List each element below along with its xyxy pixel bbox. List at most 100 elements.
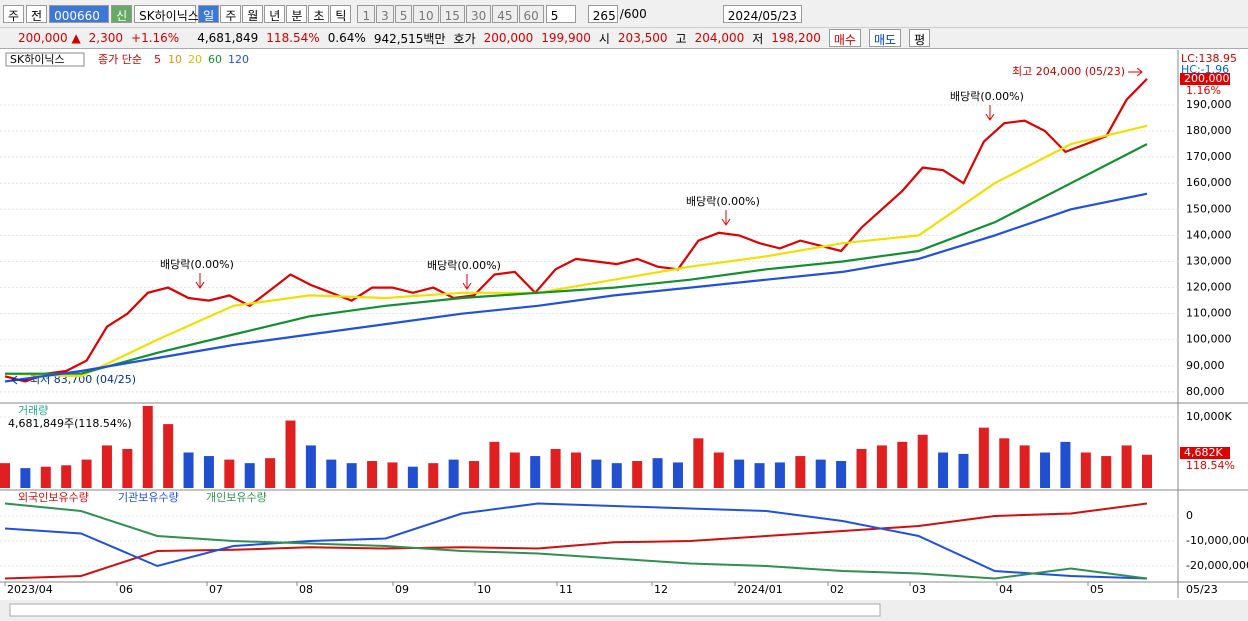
volume-bar <box>1142 454 1152 488</box>
volume-bar <box>958 453 969 488</box>
dividend-label: 배당락(0.00%) <box>427 259 501 272</box>
toolbar-button[interactable]: 주 <box>220 4 242 23</box>
low: 198,200 <box>771 31 821 45</box>
date-input[interactable]: 2024/05/23 <box>722 4 802 23</box>
y-tick-label: 90,000 <box>1186 359 1225 372</box>
legend-item: 외국인보유수량 <box>18 491 89 504</box>
prev-button[interactable]: 전 <box>26 4 48 23</box>
series-line <box>5 143 1148 375</box>
step[interactable]: 5 <box>545 4 576 23</box>
y-tick-label: 10,000K <box>1186 410 1232 423</box>
volume-bar <box>0 463 10 488</box>
volume-subtitle: 4,681,849주(118.54%) <box>8 417 132 430</box>
y-tick-label: 0 <box>1186 509 1193 522</box>
x-tick-label: 10 <box>477 583 491 596</box>
x-tick-label: 2023/04 <box>7 583 53 596</box>
legend-box <box>5 52 85 67</box>
ask: 200,000 <box>483 31 534 45</box>
x-tick-label: 08 <box>299 583 313 596</box>
toolbar-button[interactable]: 3 <box>376 4 394 23</box>
legend-item: 60 <box>208 53 222 66</box>
volume-bar <box>244 463 255 488</box>
toolbar-button[interactable]: 년 <box>264 4 286 23</box>
legend-item: 120 <box>228 53 249 66</box>
bid: 199,900 <box>541 31 591 45</box>
x-tick-label: 04 <box>999 583 1013 596</box>
volume-bar <box>142 406 153 488</box>
toolbar-button[interactable]: 15 <box>439 4 465 23</box>
x-tick-label: 06 <box>119 583 133 596</box>
scroll-thumb[interactable] <box>9 603 881 617</box>
code-input[interactable]: 000660 <box>49 4 110 23</box>
toolbar-button[interactable]: 초 <box>308 4 330 23</box>
x-tick-label: 03 <box>912 583 926 596</box>
high-label: 고 <box>675 31 687 46</box>
change: 2,300 <box>88 31 124 45</box>
legend-item: 5 <box>154 53 161 66</box>
y-tick-label: 100,000 <box>1186 333 1232 346</box>
sell-button[interactable]: 매도 <box>868 29 902 47</box>
toolbar-button[interactable]: 10 <box>413 4 439 23</box>
volume-bar <box>734 459 745 488</box>
x-tick-label: 2024/01 <box>737 583 783 596</box>
volume-bar <box>591 459 602 488</box>
series-line <box>4 124 1148 378</box>
y-tick-label: 120,000 <box>1186 281 1232 294</box>
toolbar-button[interactable]: 5 <box>394 4 413 23</box>
volume-bar <box>407 466 418 488</box>
background <box>0 50 1248 621</box>
x-tick-label: 12 <box>654 583 668 596</box>
dividend-arrow <box>195 273 205 289</box>
volume-bar <box>1019 445 1030 488</box>
volume-bar <box>387 462 398 488</box>
high-arrow <box>1128 67 1143 77</box>
volume-bar <box>917 434 928 488</box>
y-tick-label: 180,000 <box>1186 124 1232 137</box>
legend-item: 개인보유수량 <box>206 491 267 504</box>
toolbar-button[interactable]: 분 <box>286 4 308 23</box>
end-date: 05/23 <box>1186 583 1218 596</box>
low-arrow <box>11 375 28 385</box>
x-tick-label: 05 <box>1090 583 1104 596</box>
dividend-label: 배당락(0.00%) <box>950 90 1024 103</box>
dividend-label: 배당락(0.00%) <box>686 195 760 208</box>
signal[interactable]: 신 <box>111 4 133 23</box>
volume-bar <box>1101 456 1112 488</box>
volume-last: 4,682K <box>1184 446 1223 459</box>
volume-bar <box>305 445 316 488</box>
toolbar-button[interactable]: 30 <box>465 4 492 23</box>
volume-bar <box>571 452 581 488</box>
low-label: 저 <box>752 31 764 46</box>
avg-button[interactable]: 평 <box>909 29 931 47</box>
period-select[interactable]: 주 <box>3 4 25 23</box>
volume-bar <box>938 452 949 488</box>
count[interactable]: 265 <box>587 4 618 23</box>
series-line <box>4 192 1148 383</box>
toolbar-button[interactable]: 60 <box>518 4 544 23</box>
stock-name[interactable]: SK하이닉스 <box>134 4 199 23</box>
y-tick-label: 190,000 <box>1186 98 1232 111</box>
volume-bar <box>203 456 214 488</box>
dividend-arrow <box>721 210 731 226</box>
volume-bar <box>448 459 459 488</box>
buy-button[interactable]: 매수 <box>828 29 861 47</box>
toolbar-button[interactable]: 45 <box>492 4 518 23</box>
volume-bar <box>632 461 643 488</box>
series-line <box>4 502 1148 580</box>
y-tick-label: 140,000 <box>1186 228 1232 241</box>
volume-bar <box>489 441 500 488</box>
toolbar-button[interactable]: 일 <box>198 4 220 23</box>
volume-bar <box>550 448 561 488</box>
volume-bar <box>693 438 704 488</box>
toolbar-button[interactable]: 월 <box>242 4 264 23</box>
legend-item: 20 <box>188 53 202 66</box>
toolbar-button[interactable]: 1 <box>357 4 376 23</box>
volume-bar <box>754 463 765 488</box>
last-badge <box>1180 73 1230 85</box>
last-pct: 1.16% <box>1186 84 1221 97</box>
toolbar-button[interactable]: 틱 <box>330 4 352 23</box>
volume-bar <box>61 465 72 488</box>
volume-bar <box>1121 445 1132 488</box>
